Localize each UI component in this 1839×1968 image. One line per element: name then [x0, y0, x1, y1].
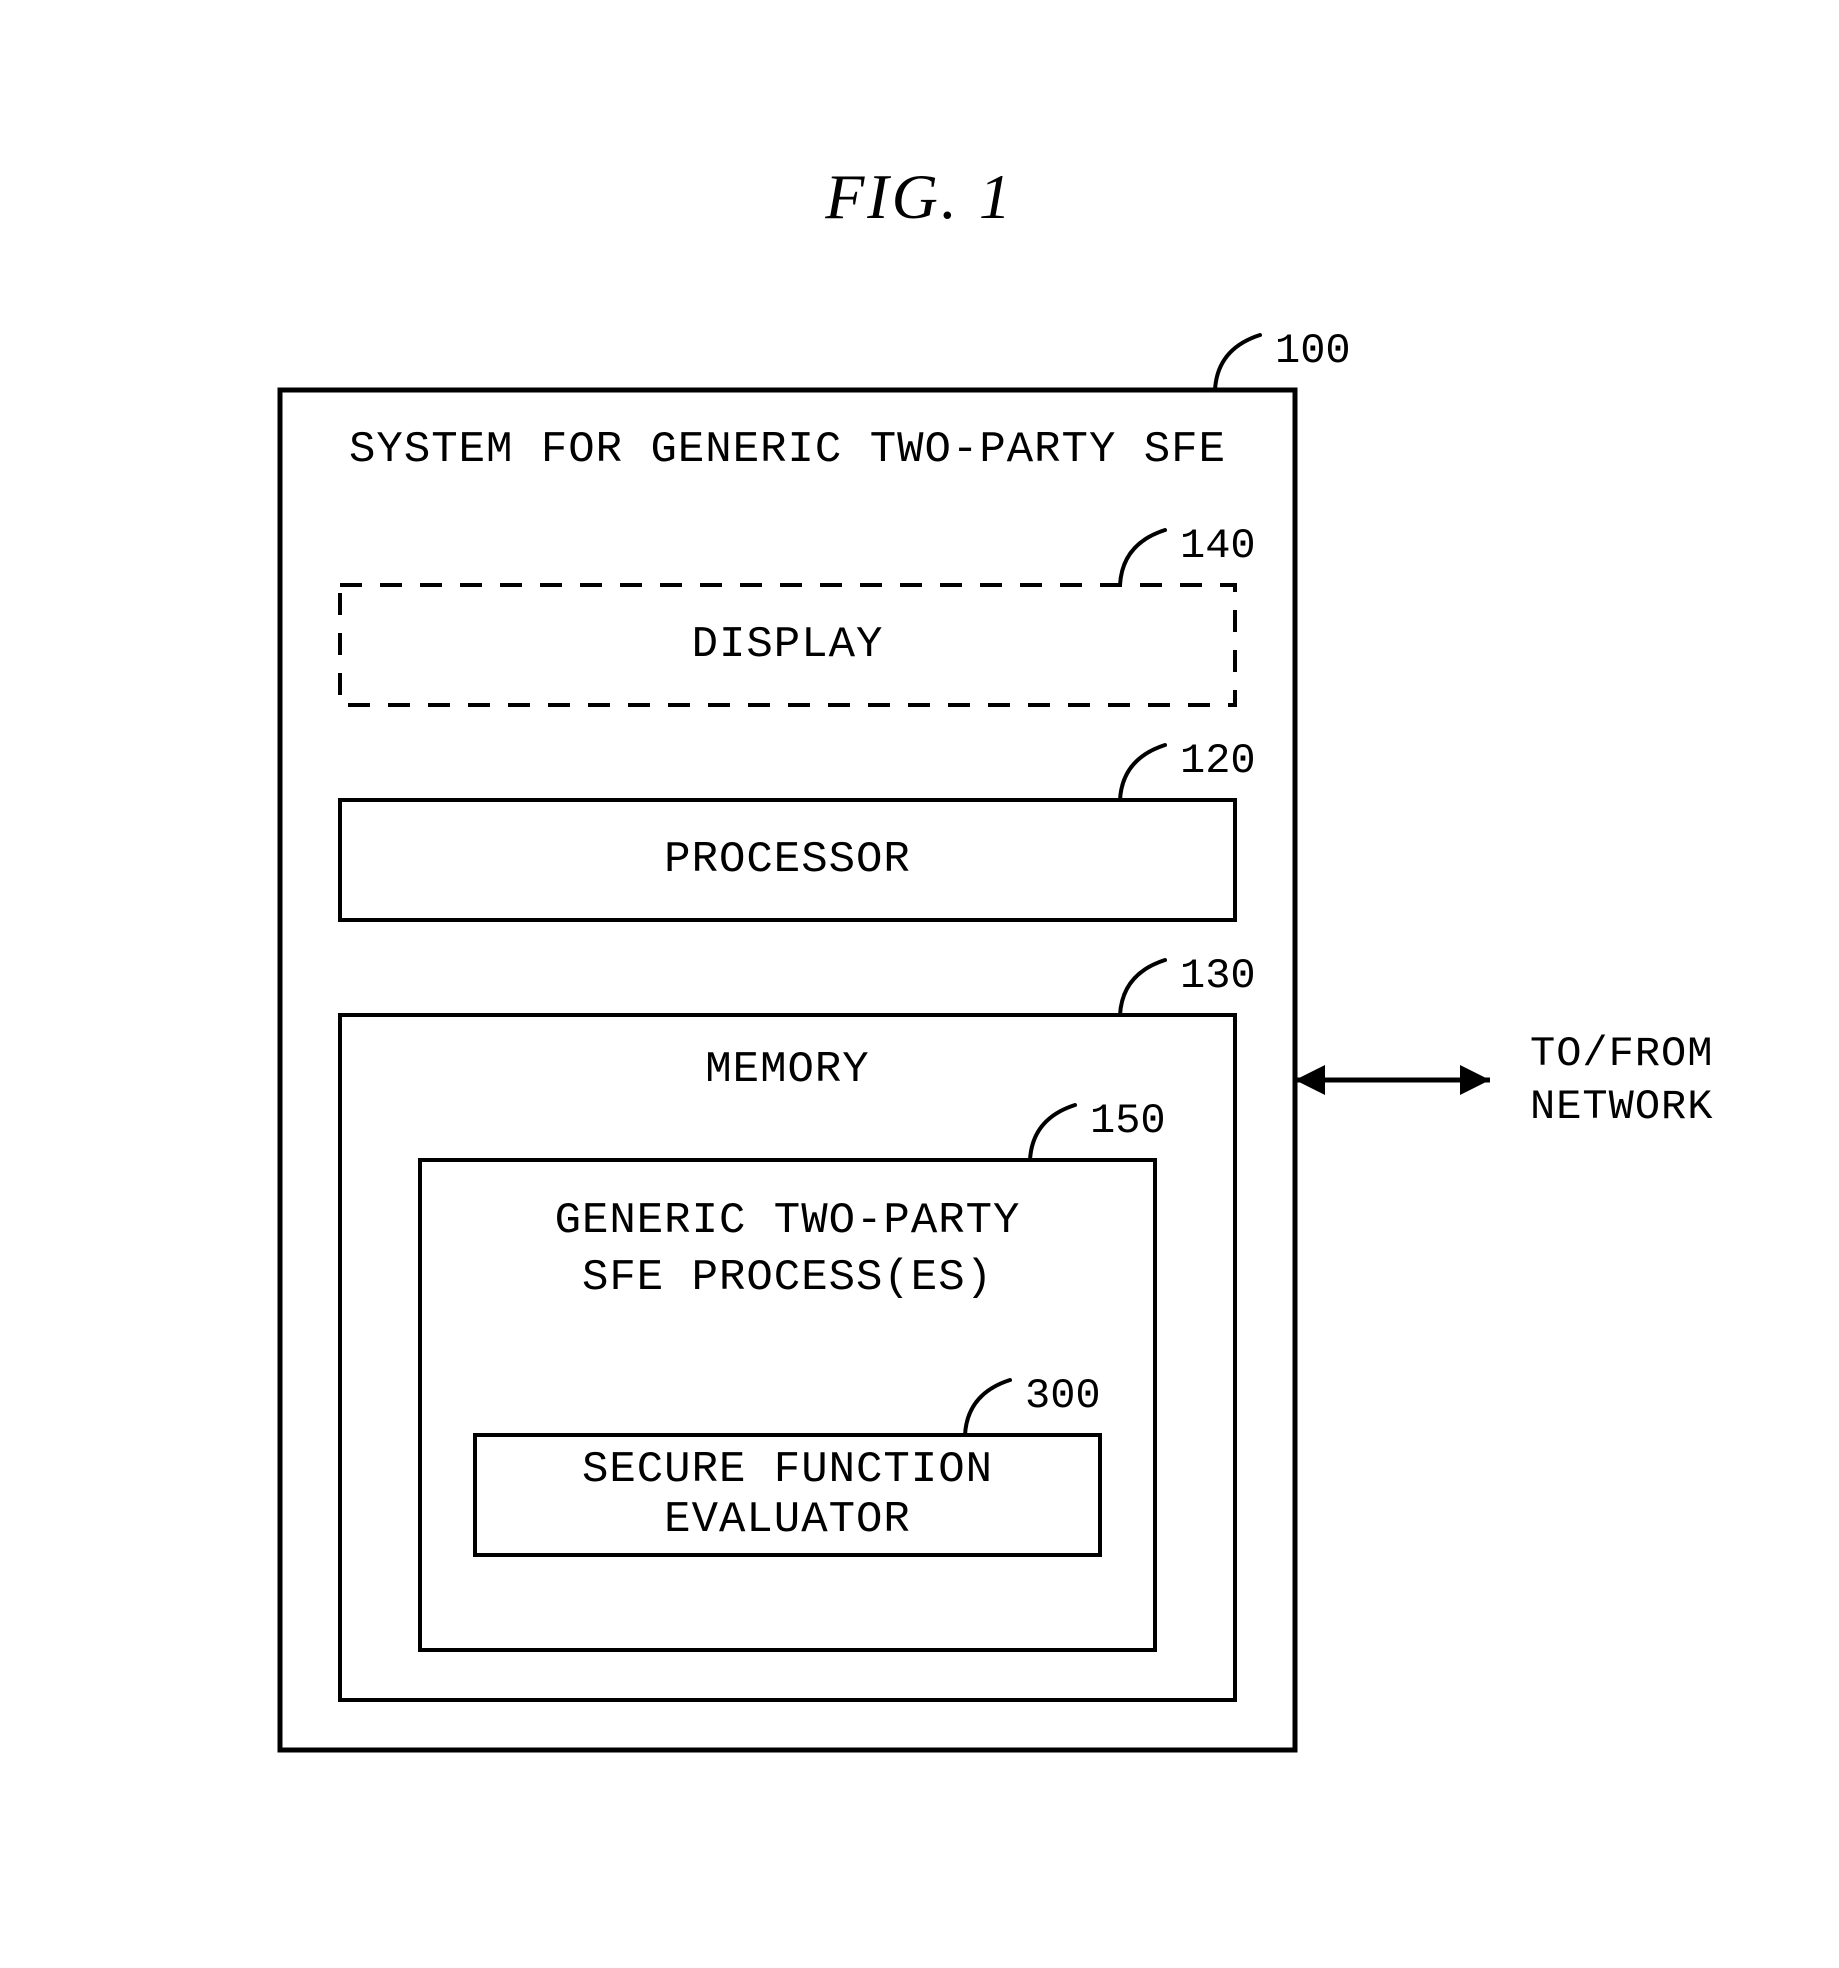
- diagram-svg: [0, 0, 1839, 1968]
